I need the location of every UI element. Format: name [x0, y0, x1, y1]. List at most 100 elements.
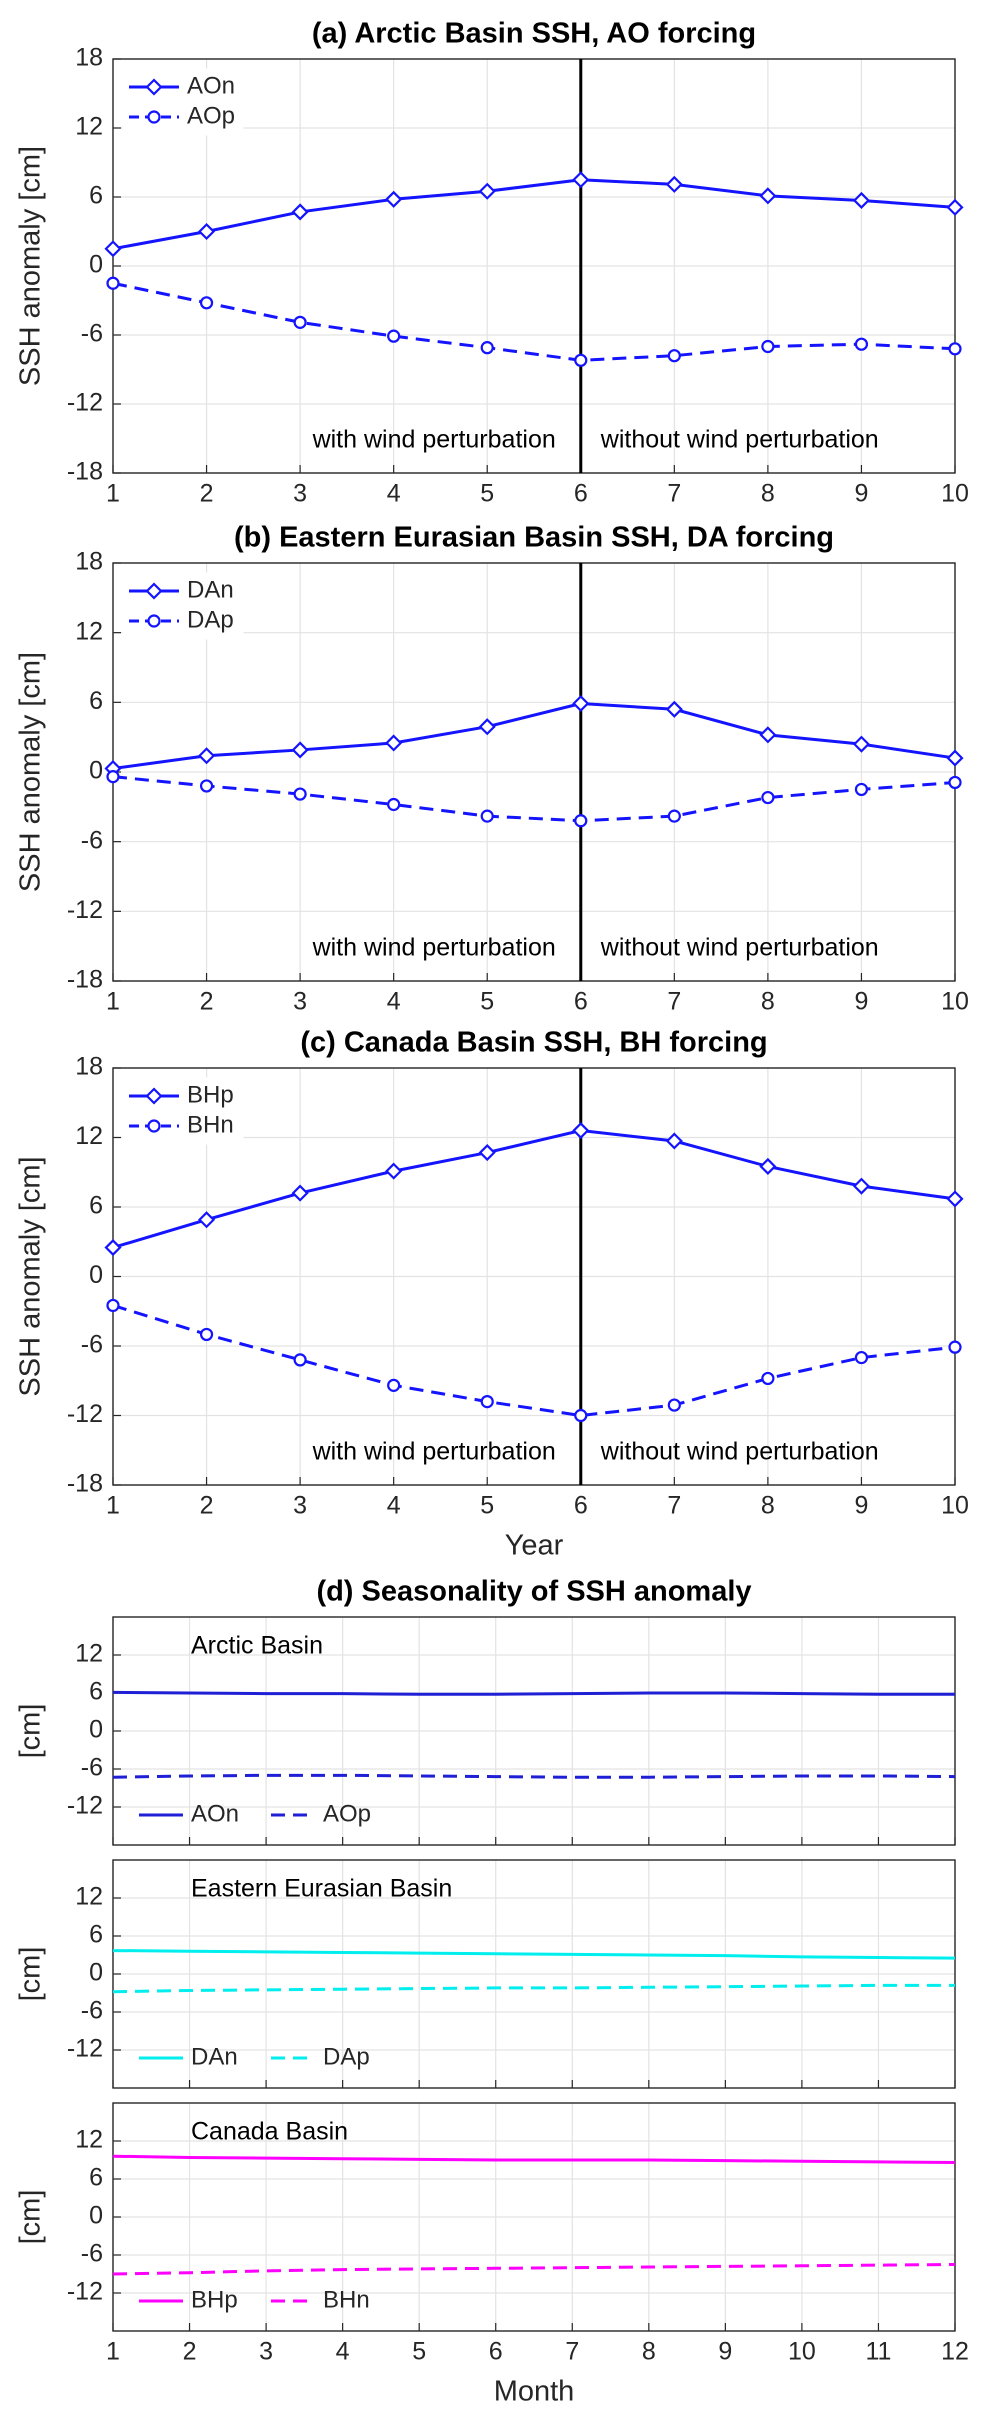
series-line: [112, 2154, 956, 2165]
chart-title: (a) Arctic Basin SSH, AO forcing: [312, 18, 756, 50]
series-line: [112, 2263, 956, 2276]
marker: [759, 726, 777, 744]
legend-label: DAp: [187, 606, 234, 633]
x-tick-label: 7: [667, 480, 681, 508]
marker: [385, 1162, 403, 1180]
marker: [946, 749, 964, 767]
marker: [147, 110, 161, 124]
marker: [852, 191, 870, 210]
legend-label: BHn: [323, 2286, 370, 2313]
series-line: [112, 1690, 955, 1696]
x-tick-label: 7: [667, 1492, 681, 1520]
marker: [854, 337, 869, 351]
y-tick-label: 0: [89, 1716, 103, 1744]
y-tick-label: 18: [75, 44, 103, 72]
marker: [480, 341, 494, 355]
x-tick-label: 4: [387, 1492, 401, 1520]
y-tick-label: 6: [89, 1678, 103, 1706]
panel: -12 -6 0 6 12 Eastern Eurasian Basin [cm] DAn DA…: [15, 1859, 956, 2089]
legend-box: [122, 572, 244, 640]
marker: [104, 240, 122, 258]
chart-title: (b) Eastern Eurasian Basin SSH, DA forci…: [234, 522, 834, 554]
y-axis-label: [cm]: [15, 2190, 47, 2245]
x-tick-label: 5: [412, 2338, 426, 2366]
series-line: [112, 1773, 956, 1779]
marker: [199, 779, 214, 793]
marker: [854, 782, 869, 797]
chart-title: (c) Canada Basin SSH, BH forcing: [300, 1027, 767, 1059]
x-tick-label: 9: [718, 2338, 732, 2366]
x-tick-label: 4: [387, 988, 401, 1016]
marker: [387, 329, 401, 343]
marker: [759, 187, 777, 205]
marker: [478, 1144, 496, 1162]
series-line: [112, 178, 956, 251]
y-tick-label: -12: [67, 1400, 103, 1428]
series-line: [112, 1949, 956, 1960]
x-tick-label: 2: [200, 1492, 214, 1520]
marker: [387, 797, 401, 812]
x-tick-label: 5: [480, 480, 494, 508]
marker: [854, 1350, 869, 1365]
series-line: [112, 1129, 956, 1249]
marker: [199, 1327, 214, 1342]
series-line: [112, 1983, 955, 1994]
marker: [106, 770, 120, 784]
y-tick-label: -6: [81, 1997, 103, 2025]
legend-label: BHp: [191, 2286, 238, 2313]
annotation: with wind perturbation: [312, 1438, 556, 1466]
x-tick-label: 2: [200, 988, 214, 1016]
series-line: [112, 701, 956, 771]
y-tick-label: -12: [67, 2278, 103, 2306]
marker: [574, 1408, 588, 1423]
y-tick-label: 0: [89, 1959, 103, 1987]
x-tick-label: 6: [574, 988, 588, 1016]
x-tick-label: 9: [854, 480, 868, 508]
x-tick-label: 8: [761, 988, 775, 1016]
annotation: without wind perturbation: [600, 934, 879, 962]
marker: [574, 814, 588, 828]
x-tick-label: 7: [565, 2338, 579, 2366]
marker: [145, 78, 163, 96]
y-tick-label: -6: [81, 2240, 103, 2268]
y-tick-label: -12: [67, 389, 103, 417]
y-axis-label: [cm]: [15, 1947, 47, 2002]
x-tick-label: 10: [941, 1492, 969, 1520]
marker: [761, 1371, 775, 1386]
marker: [761, 790, 775, 805]
y-tick-label: 0: [89, 2202, 103, 2230]
x-tick-label: 5: [480, 1492, 494, 1520]
axes-box: [112, 2102, 956, 2332]
y-axis-label: SSH anomaly [cm]: [15, 652, 47, 892]
annotation: with wind perturbation: [312, 426, 556, 454]
marker: [387, 1378, 401, 1392]
marker: [147, 614, 161, 628]
panel-label: Canada Basin: [191, 2118, 348, 2146]
y-tick-label: 12: [75, 1883, 103, 1911]
x-tick-label: 10: [941, 480, 969, 508]
x-tick-label: 8: [642, 2338, 656, 2366]
legend-label: AOp: [187, 102, 235, 129]
y-tick-label: -6: [81, 826, 103, 854]
marker: [480, 809, 494, 823]
x-tick-label: 3: [293, 1492, 307, 1520]
marker: [572, 694, 590, 713]
y-tick-label: -12: [67, 2035, 103, 2063]
marker: [106, 276, 120, 290]
y-tick-label: 6: [89, 2164, 103, 2192]
x-tick-label: 1: [106, 480, 120, 508]
y-tick-label: 12: [75, 113, 103, 141]
legend-label: BHp: [187, 1081, 234, 1108]
marker: [761, 339, 775, 354]
x-tick-label: 3: [293, 988, 307, 1016]
marker: [293, 315, 307, 329]
marker: [104, 1238, 122, 1257]
y-tick-label: 0: [89, 757, 103, 785]
legend-label: AOn: [191, 1800, 239, 1827]
panel-label: Eastern Eurasian Basin: [191, 1875, 452, 1903]
marker: [145, 582, 163, 600]
x-tick-label: 4: [336, 2338, 350, 2366]
